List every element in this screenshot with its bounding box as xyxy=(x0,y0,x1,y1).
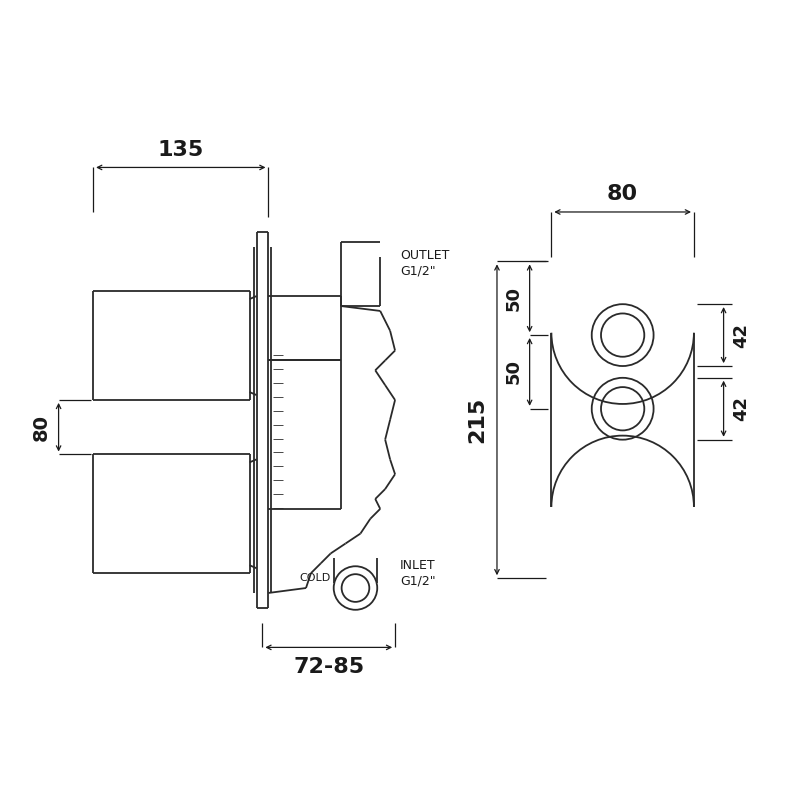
Text: 72-85: 72-85 xyxy=(293,657,364,677)
Text: 50: 50 xyxy=(505,359,523,385)
Text: 80: 80 xyxy=(607,184,638,204)
Text: 135: 135 xyxy=(158,140,204,160)
Text: INLET
G1/2": INLET G1/2" xyxy=(400,559,436,587)
Text: 50: 50 xyxy=(505,286,523,310)
Text: COLD: COLD xyxy=(299,573,330,583)
Text: 80: 80 xyxy=(31,414,50,441)
Text: 42: 42 xyxy=(733,396,750,422)
Text: OUTLET
G1/2": OUTLET G1/2" xyxy=(400,250,450,278)
Text: 42: 42 xyxy=(733,322,750,348)
Text: 215: 215 xyxy=(467,397,487,443)
